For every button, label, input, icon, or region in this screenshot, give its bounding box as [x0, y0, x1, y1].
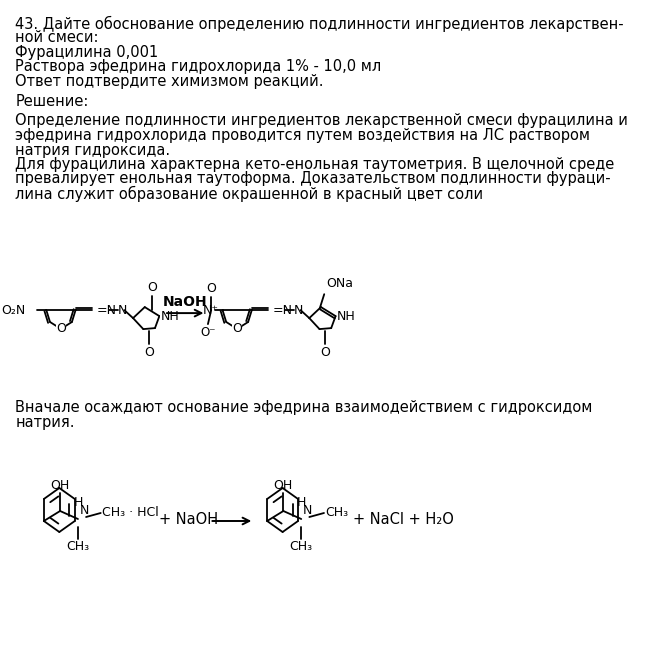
Text: O: O [147, 281, 157, 294]
Text: NaOH: NaOH [163, 295, 207, 309]
Text: Раствора эфедрина гидрохлорида 1% - 10,0 мл: Раствора эфедрина гидрохлорида 1% - 10,0… [16, 60, 381, 75]
Text: H: H [73, 496, 83, 509]
Text: N: N [118, 304, 127, 317]
Text: =N: =N [96, 304, 117, 317]
Text: O: O [144, 345, 154, 358]
Text: ной смеси:: ной смеси: [16, 30, 99, 45]
Text: O: O [206, 282, 216, 295]
Text: Ответ подтвердите химизмом реакций.: Ответ подтвердите химизмом реакций. [16, 74, 324, 89]
Text: OH: OH [274, 479, 293, 492]
Text: Вначале осаждают основание эфедрина взаимодействием с гидроксидом: Вначале осаждают основание эфедрина взаи… [16, 400, 593, 415]
Text: Определение подлинности ингредиентов лекарственной смеси фурацилина и: Определение подлинности ингредиентов лек… [16, 113, 629, 128]
Text: + NaCl + H₂O: + NaCl + H₂O [353, 511, 454, 526]
Text: натрия.: натрия. [16, 415, 75, 430]
Text: лина служит образование окрашенной в красный цвет соли: лина служит образование окрашенной в кра… [16, 186, 484, 202]
Text: N: N [303, 505, 312, 518]
Text: N: N [294, 304, 303, 317]
Text: O₂N: O₂N [1, 304, 25, 317]
Text: Фурацилина 0,001: Фурацилина 0,001 [16, 45, 158, 60]
Text: O: O [320, 345, 331, 358]
Text: Для фурацилина характерна кето-енольная таутометрия. В щелочной среде: Для фурацилина характерна кето-енольная … [16, 157, 615, 172]
Text: 43. Дайте обоснование определению подлинности ингредиентов лекарствен-: 43. Дайте обоснование определению подлин… [16, 16, 624, 32]
Text: NH: NH [337, 310, 356, 323]
Text: O⁻: O⁻ [200, 326, 216, 339]
Text: CH₃: CH₃ [289, 540, 313, 553]
Text: H: H [297, 496, 306, 509]
Text: NH: NH [161, 310, 180, 323]
Text: Решение:: Решение: [16, 93, 89, 108]
Text: натрия гидроксида.: натрия гидроксида. [16, 143, 171, 157]
Text: N⁺: N⁺ [203, 304, 219, 317]
Text: ONa: ONa [326, 277, 353, 290]
Text: + NaOH: + NaOH [159, 511, 218, 526]
Text: O: O [232, 323, 242, 336]
Text: N: N [80, 505, 89, 518]
Text: CH₃: CH₃ [325, 507, 349, 520]
Text: превалирует енольная таутоформа. Доказательством подлинности фураци-: превалирует енольная таутоформа. Доказат… [16, 172, 611, 187]
Text: O: O [56, 323, 66, 336]
Text: =N: =N [273, 304, 293, 317]
Text: OH: OH [50, 479, 70, 492]
Text: CH₃ · HCl: CH₃ · HCl [102, 507, 159, 520]
Text: CH₃: CH₃ [67, 540, 89, 553]
Text: эфедрина гидрохлорида проводится путем воздействия на ЛС раствором: эфедрина гидрохлорида проводится путем в… [16, 128, 591, 143]
